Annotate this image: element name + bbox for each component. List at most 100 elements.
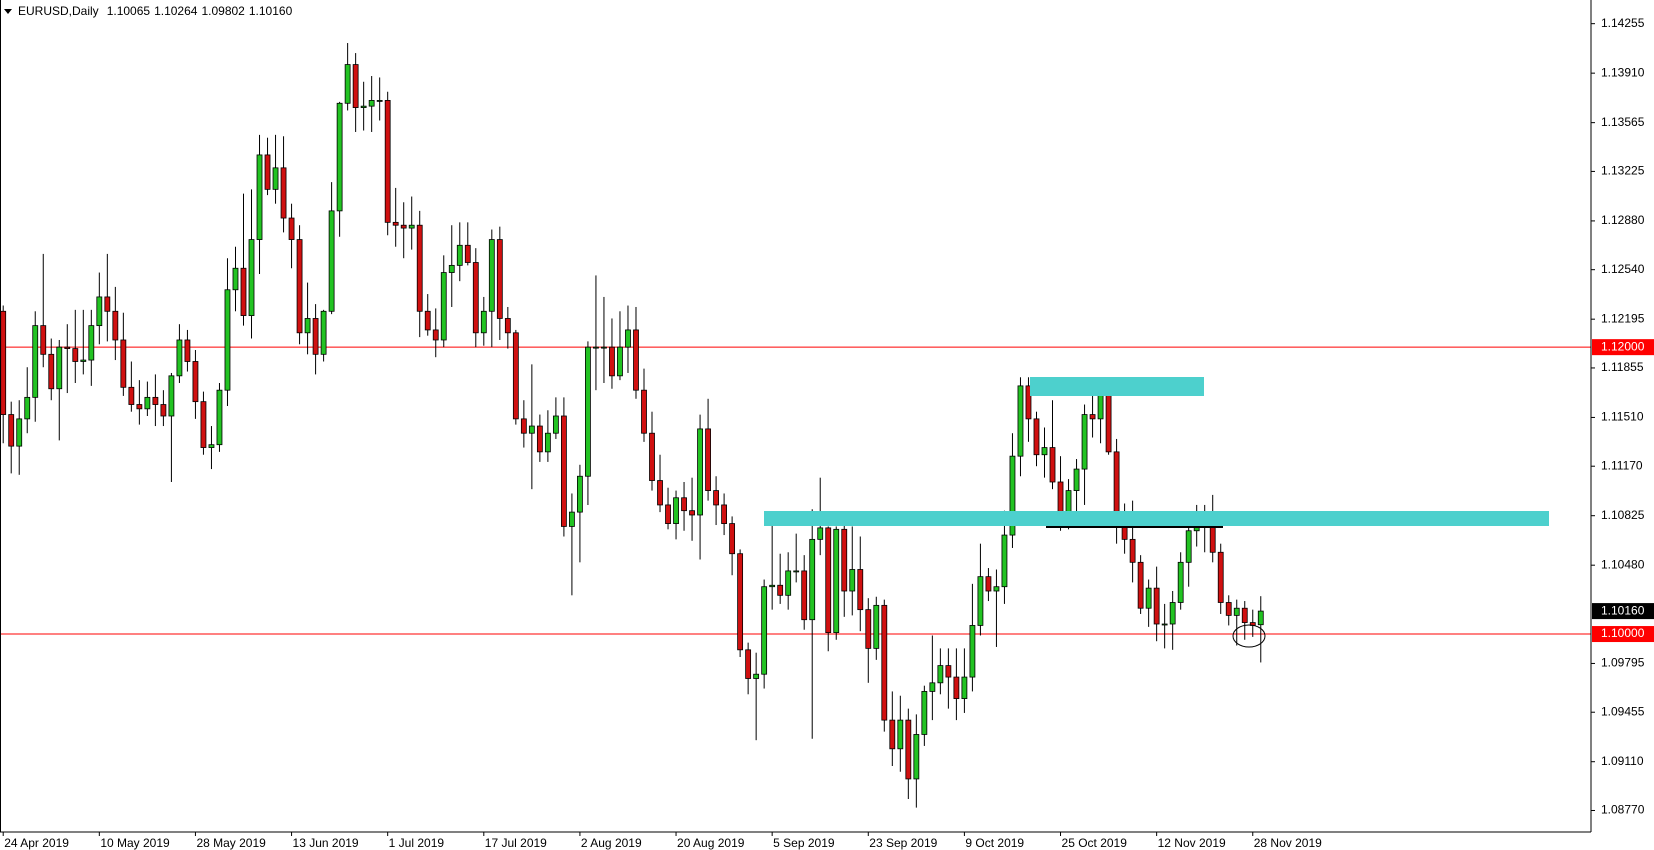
candle-body [400, 224, 407, 229]
candle-body [761, 586, 768, 675]
candle-body [80, 359, 87, 362]
candle-body [961, 676, 968, 699]
y-tick-label: 1.10480 [1601, 557, 1645, 571]
candle-body [432, 329, 439, 341]
candle-body [945, 665, 952, 678]
menu-triangle[interactable] [4, 9, 12, 14]
candle-body [288, 217, 295, 240]
x-tick-label: 13 Jun 2019 [293, 836, 359, 850]
quote-high: 1.10264 [154, 4, 198, 18]
candle-body [697, 428, 703, 516]
y-tick-label: 1.13565 [1601, 115, 1645, 129]
candle-body [256, 154, 263, 240]
candle-body [921, 691, 928, 735]
y-tick-label: 1.12880 [1601, 213, 1645, 227]
candle-body [56, 346, 63, 390]
candle-body [809, 538, 816, 621]
y-tick-label: 1.13910 [1601, 65, 1645, 79]
level-label: 1.12000 [1601, 339, 1645, 353]
candle-body [777, 584, 784, 596]
candle-body [817, 527, 824, 540]
chart-header: EURUSD,Daily 1.10065 1.10264 1.09802 1.10160 [18, 4, 293, 18]
candle-body [593, 346, 599, 349]
candle-body [472, 262, 479, 334]
candle-body [929, 682, 936, 692]
candle-body [504, 318, 511, 334]
y-tick-label: 1.12195 [1601, 311, 1645, 325]
candle-body [464, 244, 471, 263]
candle-body [633, 329, 639, 391]
y-tick-label: 1.09455 [1601, 704, 1645, 718]
quote-close: 1.10160 [249, 4, 293, 18]
candle-body [240, 267, 247, 316]
candle-body [825, 527, 832, 634]
candle-body [1097, 394, 1104, 420]
candle-body [889, 719, 896, 750]
level-label-box [1592, 339, 1654, 356]
x-tick-label: 2 Aug 2019 [581, 836, 642, 850]
candle-body [360, 105, 367, 108]
resistance-zone [764, 511, 1549, 526]
candle-body [320, 310, 327, 355]
candle-body [1177, 561, 1184, 603]
candle-body [416, 224, 423, 312]
candle-body [48, 353, 55, 390]
candle-body [849, 569, 856, 592]
x-tick-label: 12 Nov 2019 [1158, 836, 1226, 850]
y-tick-label: 1.11855 [1601, 360, 1644, 374]
candle-body [713, 490, 719, 506]
candle-body [72, 348, 79, 362]
y-tick-label: 1.12540 [1601, 262, 1645, 276]
candle-body [649, 432, 655, 481]
candle-body [1217, 551, 1224, 603]
candle-body [569, 511, 575, 527]
x-tick-label: 28 Nov 2019 [1254, 836, 1322, 850]
candle-body [1009, 455, 1016, 536]
candle-body [841, 528, 848, 592]
candle-body [1241, 607, 1248, 623]
candle-body [1153, 587, 1160, 625]
candle-body [184, 339, 191, 362]
candle-body [865, 609, 872, 649]
y-tick-label: 1.11170 [1601, 458, 1643, 472]
candle-body [953, 676, 960, 699]
last-price-label: 1.10160 [1601, 603, 1645, 617]
candle-body [424, 310, 431, 331]
plot-area [0, 43, 1591, 808]
candle-body [1161, 623, 1168, 626]
candle-body [544, 432, 551, 453]
candle-body [1073, 468, 1080, 491]
candle-body [905, 719, 912, 780]
y-tick-label: 1.08770 [1601, 803, 1645, 817]
y-tick-label: 1.14255 [1601, 16, 1645, 30]
candle-body [384, 100, 391, 223]
level-label-box [1592, 626, 1654, 643]
candle-body [0, 310, 7, 415]
candle-body [96, 296, 103, 327]
candle-body [1209, 524, 1216, 553]
candle-body [528, 425, 535, 434]
level-label: 1.10000 [1601, 626, 1645, 640]
candle-body [200, 401, 207, 448]
candle-body [881, 604, 888, 721]
candle-body [304, 318, 311, 334]
candle-body [536, 425, 543, 453]
candle-body [496, 239, 503, 319]
y-tick-label: 1.09110 [1601, 754, 1644, 768]
candle-body [208, 444, 215, 448]
y-tick-label: 1.10825 [1601, 508, 1645, 522]
candle-body [120, 339, 127, 388]
candle-body [993, 586, 1000, 592]
candle-body [152, 396, 159, 405]
candle-body [937, 665, 944, 684]
candle-body [561, 415, 567, 527]
candle-body [456, 244, 463, 266]
candle-body [16, 418, 23, 447]
candle-body [745, 649, 752, 679]
candle-body [440, 272, 447, 341]
candle-body [8, 414, 15, 447]
candle-body [857, 569, 864, 611]
candle-body [296, 239, 303, 334]
